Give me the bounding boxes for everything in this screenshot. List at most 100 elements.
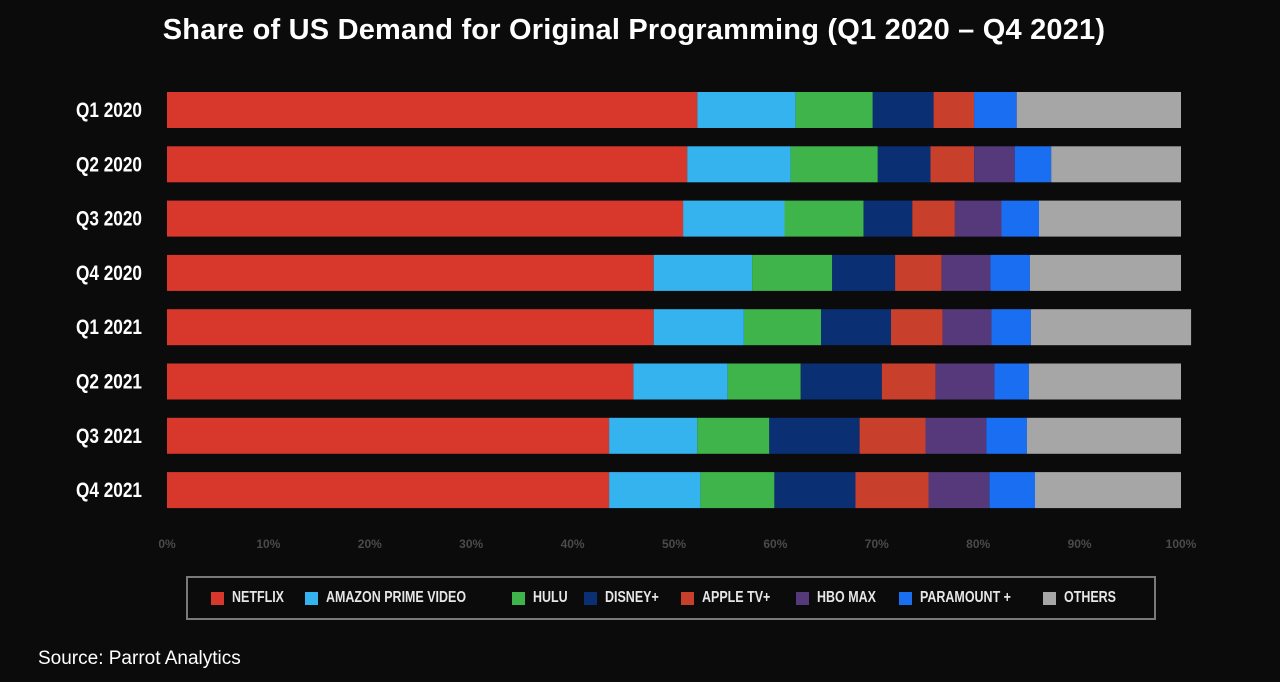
legend-item-amazon-prime-video: AMAZON PRIME VIDEO	[305, 589, 506, 607]
y-axis-label-q3-2021: Q3 2021	[76, 425, 142, 448]
y-axis-label-q3-2020: Q3 2020	[76, 208, 142, 231]
legend-item-apple-tv: APPLE TV+	[680, 589, 790, 607]
y-axis-labels: Q1 2020 Q2 2020 Q3 2020 Q4 2020 Q1 2021 Q2 20…	[76, 100, 142, 503]
legend-swatch-amazon-prime-video	[305, 591, 319, 605]
legend-item-paramount: PARAMOUNT +	[898, 589, 1037, 607]
bar-segment-apple-tv-q1-2020	[933, 92, 975, 128]
bar-segment-paramount-q4-2020	[990, 254, 1030, 291]
x-axis-tick-4: 40%	[561, 537, 585, 551]
bar-segment-apple-tv-q4-2020	[895, 254, 942, 291]
bar-segment-apple-tv-q3-2020	[912, 200, 955, 237]
bar-segment-amazon-prime-video-q1-2021	[653, 309, 744, 346]
bar-segment-hbo-max-q3-2021	[925, 417, 987, 454]
x-axis-tick-10: 100%	[1166, 537, 1197, 551]
bar-segment-netflix-q1-2020	[167, 92, 698, 128]
legend-label-others: OTHERS	[1064, 589, 1117, 606]
bar-segment-disney-q1-2021	[821, 309, 891, 346]
bar-segment-netflix-q3-2020	[167, 200, 684, 237]
bar-segment-disney-q3-2020	[863, 200, 913, 237]
bar-segment-hulu-q1-2020	[795, 92, 873, 128]
bar-segment-apple-tv-q3-2021	[859, 417, 926, 454]
bar-segment-hulu-q2-2021	[727, 363, 801, 400]
bar-segment-hulu-q3-2020	[784, 200, 864, 237]
bar-segment-others-q3-2020	[1039, 200, 1181, 237]
bar-segment-amazon-prime-video-q2-2021	[633, 363, 728, 400]
legend-label-netflix: NETFLIX	[232, 589, 285, 606]
bar-segment-hulu-q1-2021	[744, 309, 822, 346]
y-axis-label-q4-2020: Q4 2020	[76, 262, 142, 285]
legend-swatch-apple-tv	[680, 591, 694, 605]
y-axis-label-q4-2021: Q4 2021	[76, 480, 142, 503]
bar-segment-apple-tv-q2-2020	[930, 146, 975, 183]
bar-segment-hulu-q4-2020	[752, 254, 833, 291]
bar-segment-paramount-q2-2020	[1014, 146, 1052, 183]
bar-segment-paramount-q1-2021	[991, 309, 1031, 346]
legend-swatch-netflix	[211, 591, 225, 605]
bar-segment-disney-q4-2020	[832, 254, 896, 291]
legend-label-paramount: PARAMOUNT +	[919, 589, 1011, 606]
bar-segment-paramount-q1-2020	[974, 92, 1017, 128]
legend-item-hbo-max: HBO MAX	[795, 589, 893, 607]
legend-swatch-paramount	[898, 591, 912, 605]
y-axis-label-q1-2020: Q1 2020	[76, 100, 142, 123]
bar-segment-hulu-q3-2021	[697, 417, 770, 454]
legend-item-netflix: NETFLIX	[211, 589, 299, 607]
bar-segment-netflix-q1-2021	[167, 309, 654, 346]
bar-segment-disney-q4-2021	[774, 472, 856, 509]
bar-segment-others-q4-2020	[1029, 254, 1181, 291]
legend-swatch-hulu	[512, 591, 526, 605]
bar-segment-disney-q3-2021	[769, 417, 860, 454]
bar-segment-hbo-max-q2-2021	[935, 363, 995, 400]
x-axis-tick-5: 50%	[662, 537, 686, 551]
x-axis-tick-2: 20%	[358, 537, 382, 551]
legend-swatch-others	[1043, 591, 1057, 605]
bar-segment-paramount-q3-2020	[1001, 200, 1039, 237]
bar-segment-amazon-prime-video-q4-2020	[653, 254, 753, 291]
y-axis-label-q2-2020: Q2 2020	[76, 154, 142, 177]
x-axis-tick-8: 80%	[966, 537, 990, 551]
x-axis-tick-6: 60%	[763, 537, 787, 551]
bar-segment-others-q3-2021	[1026, 417, 1181, 454]
bar-segment-hulu-q2-2020	[790, 146, 878, 183]
bar-segment-hbo-max-q3-2020	[954, 200, 1002, 237]
bar-segment-apple-tv-q2-2021	[881, 363, 936, 400]
x-axis-ticks: 0% 10% 20% 30% 40% 50% 60% 70% 80% 90% 100%	[158, 537, 1196, 551]
bar-segment-apple-tv-q1-2021	[891, 309, 943, 346]
bar-segment-others-q1-2021	[1030, 309, 1192, 346]
bars-layer	[167, 92, 1192, 509]
chart-title: Share of US Demand for Original Programm…	[162, 14, 1106, 46]
bar-segment-hbo-max-q1-2021	[942, 309, 992, 346]
x-axis-tick-7: 70%	[865, 537, 889, 551]
legend-item-disney: DISNEY+	[584, 589, 674, 607]
x-axis-tick-1: 10%	[256, 537, 280, 551]
bar-segment-paramount-q3-2021	[986, 417, 1027, 454]
bar-segment-others-q2-2021	[1028, 363, 1181, 400]
bar-segment-hbo-max-q2-2020	[974, 146, 1015, 183]
bar-segment-paramount-q2-2021	[994, 363, 1029, 400]
bar-segment-amazon-prime-video-q4-2021	[609, 472, 701, 509]
bar-segment-amazon-prime-video-q1-2020	[697, 92, 796, 128]
bar-segment-others-q2-2020	[1051, 146, 1181, 183]
bar-segment-netflix-q4-2021	[167, 472, 610, 509]
bar-segment-others-q1-2020	[1016, 92, 1181, 128]
legend-swatch-disney	[584, 591, 598, 605]
x-axis-tick-0: 0%	[158, 537, 176, 551]
legend-label-hulu: HULU	[533, 589, 569, 606]
x-axis-tick-3: 30%	[459, 537, 483, 551]
source-note: Source: Parrot Analytics	[38, 648, 241, 669]
legend-swatch-hbo-max	[795, 591, 809, 605]
legend-item-hulu: HULU	[512, 589, 577, 607]
x-axis-tick-9: 90%	[1068, 537, 1092, 551]
bar-segment-netflix-q2-2020	[167, 146, 688, 183]
bar-segment-disney-q2-2021	[800, 363, 882, 400]
bar-segment-amazon-prime-video-q3-2021	[609, 417, 698, 454]
bar-segment-amazon-prime-video-q2-2020	[687, 146, 791, 183]
legend-item-others: OTHERS	[1043, 589, 1131, 607]
legend-label-apple-tv: APPLE TV+	[701, 589, 771, 606]
bar-segment-others-q4-2021	[1035, 472, 1181, 509]
legend-label-hbo-max: HBO MAX	[816, 589, 876, 606]
bar-segment-disney-q2-2020	[877, 146, 931, 183]
legend-label-disney: DISNEY+	[605, 589, 660, 606]
bar-segment-hbo-max-q4-2020	[941, 254, 991, 291]
